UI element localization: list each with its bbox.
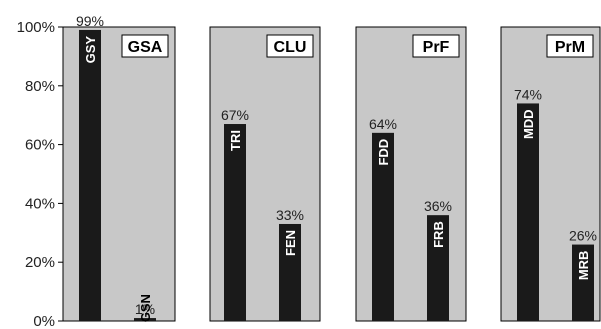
bar-mdd	[517, 103, 539, 321]
y-tick-label: 0%	[33, 313, 55, 329]
value-label: 36%	[424, 198, 452, 214]
bar-label: MRB	[576, 251, 591, 281]
group-label-box	[412, 34, 460, 58]
bar-label: TRI	[228, 130, 243, 151]
bar-tri	[224, 124, 246, 322]
value-label: 1%	[135, 301, 155, 317]
value-label: 99%	[76, 13, 104, 29]
bar-fdd	[372, 132, 394, 321]
bar-label: FEN	[283, 230, 298, 256]
value-label: 33%	[276, 207, 304, 223]
group-label: CLU	[274, 39, 307, 56]
group-panels: GSA CLU PrF PrM	[62, 26, 601, 322]
y-tick-label: 80%	[25, 78, 55, 95]
group-label: GSA	[128, 39, 163, 56]
bar-label: GSN	[138, 294, 153, 322]
y-tick-label: 40%	[25, 195, 55, 212]
bar-mrb	[572, 244, 594, 321]
value-label: 26%	[569, 228, 597, 244]
bar-frb	[427, 215, 449, 321]
bars-layer: 99% GSY 1%GSN 67% TRI 33% FEN 64% FDD 36% FRB 74% MD…	[76, 13, 597, 322]
y-tick-label: 60%	[25, 137, 55, 154]
group-label-box	[121, 34, 169, 58]
group-label-box	[266, 34, 314, 58]
y-tick-label: 20%	[25, 254, 55, 271]
bar-gsy	[79, 29, 101, 321]
value-label: 64%	[369, 116, 397, 132]
value-label: 74%	[514, 86, 542, 102]
group-label: PrF	[423, 39, 450, 56]
bar-label: GSY	[83, 36, 98, 64]
bar-fen	[279, 223, 301, 321]
group-label-box	[546, 34, 594, 58]
bar-label: MDD	[521, 109, 536, 139]
bar-label: FDD	[376, 139, 391, 166]
bar-label: FRB	[431, 221, 446, 248]
y-axis: 0% 20% 40% 60% 80% 100%	[17, 19, 64, 329]
value-label: 67%	[221, 107, 249, 123]
group-label: PrM	[555, 39, 585, 56]
bar-gsn	[134, 318, 156, 321]
y-tick-label: 100%	[17, 19, 55, 36]
